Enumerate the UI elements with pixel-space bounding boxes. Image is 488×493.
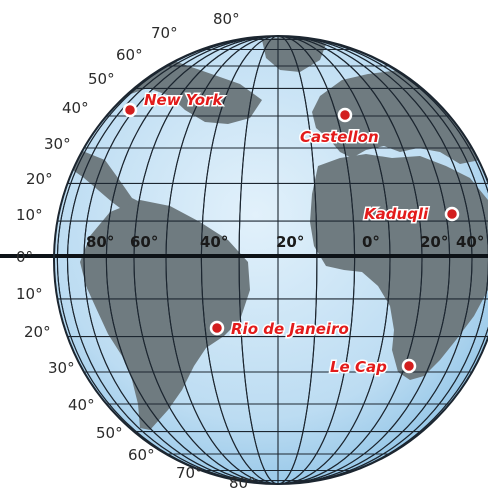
location-dot-icon <box>401 358 417 374</box>
city-kaduqli[interactable]: Kaduqli <box>363 204 460 225</box>
lat-label-s50: 50° <box>96 424 123 442</box>
lon-label-20w: 20° <box>276 233 304 251</box>
lon-label-40e: 40° <box>456 233 484 251</box>
city-label-kaduqli: Kaduqli <box>364 205 429 223</box>
lon-label-0: 0° <box>362 233 380 251</box>
lon-label-40w: 40° <box>200 233 228 251</box>
lat-label-n60: 60° <box>116 46 143 64</box>
lat-label-n40: 40° <box>62 99 89 117</box>
meridian-line <box>105 36 451 484</box>
city-rio-de-janeiro[interactable]: Rio de Janeiro <box>209 319 350 340</box>
meridian-line <box>238 36 318 484</box>
meridian-line <box>56 36 488 484</box>
lat-label-n20: 20° <box>26 170 53 188</box>
lat-label-n50: 50° <box>88 70 115 88</box>
city-castellon[interactable]: Castellon <box>299 107 380 148</box>
lat-label-s60: 60° <box>128 446 155 464</box>
lat-label-equator: 0° <box>16 248 33 266</box>
meridian-line <box>66 36 488 484</box>
location-dot-icon <box>209 320 225 336</box>
lat-label-n70: 70° <box>151 24 178 42</box>
lat-label-s70: 70° <box>176 464 203 482</box>
globe-outline <box>53 35 488 485</box>
meridian-line <box>83 36 473 484</box>
lat-label-n80: 80° <box>213 10 240 28</box>
lat-label-s30: 30° <box>48 359 75 377</box>
meridian-line <box>165 36 391 484</box>
location-dot-icon <box>122 102 138 118</box>
lat-label-s40: 40° <box>68 396 95 414</box>
city-new-york[interactable]: New York <box>122 90 225 118</box>
latitude-labels: 80° 70° 60° 50° 40° 30° 20° 10° 0° 10° 2… <box>16 10 256 492</box>
lat-label-s10: 10° <box>16 285 43 303</box>
meridian-lines <box>56 36 488 484</box>
city-label-rio-de-janeiro: Rio de Janeiro <box>231 320 349 338</box>
lat-label-n30: 30° <box>44 135 71 153</box>
longitude-labels: 80° 60° 40° 20° 0° 20° 40° <box>86 233 484 251</box>
lat-label-s20: 20° <box>24 323 51 341</box>
meridian-line <box>133 36 423 484</box>
land-africa <box>310 154 488 380</box>
lon-label-60w: 60° <box>130 233 158 251</box>
location-dot-icon <box>337 107 353 123</box>
lat-label-n10: 10° <box>16 206 43 224</box>
lon-label-20e: 20° <box>420 233 448 251</box>
location-dot-icon <box>444 206 460 222</box>
city-markers: New York Castellon Kaduqli Rio de Janeir… <box>122 90 460 378</box>
city-label-castellon: Castellon <box>300 128 379 146</box>
city-label-new-york: New York <box>144 91 223 109</box>
lat-label-s80: 80° <box>229 474 256 492</box>
meridian-line <box>200 36 356 484</box>
city-le-cap[interactable]: Le Cap <box>329 357 417 378</box>
city-label-le-cap: Le Cap <box>330 358 387 376</box>
lon-label-80w: 80° <box>86 233 114 251</box>
